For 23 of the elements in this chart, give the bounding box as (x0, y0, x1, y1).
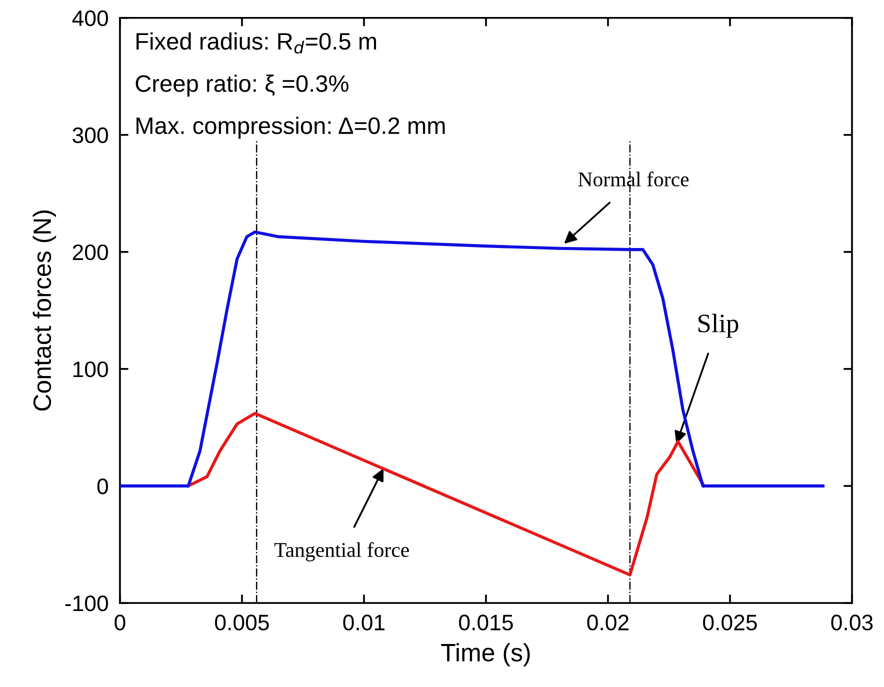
x-tick-label: 0.01 (343, 614, 385, 630)
x-tick-label: 0.015 (459, 614, 513, 630)
y-tick-label: 400 (72, 10, 108, 26)
annotation: Normal force (578, 172, 689, 186)
x-tick-label: 0.03 (831, 614, 873, 630)
annotation: Fixed radius: R$_{d}$=0.5 m (136, 32, 376, 54)
annotation: Creep ratio: ξ =0.3% (136, 74, 348, 97)
y-axis-title: Contact forces (N) (32, 210, 56, 411)
x-tick-label: 0.005 (215, 614, 269, 630)
line-series (186, 412, 706, 576)
x-tick-label: 0.02 (587, 614, 628, 630)
x-axis-title: Time (s) (441, 643, 530, 666)
y-tick-label: 200 (72, 244, 108, 260)
x-tick-label: 0.025 (703, 614, 757, 630)
annotation: Tangential force (274, 542, 409, 562)
y-tick-label: 300 (72, 127, 108, 144)
y-tick-label: -100 (65, 596, 108, 612)
annotation: Max. compression: Δ=0.2 mm (136, 116, 445, 139)
line-series (120, 230, 824, 488)
y-tick-label: 100 (73, 361, 108, 378)
x-tick-label: 0 (114, 614, 126, 630)
y-tick-label: 0 (97, 478, 108, 494)
annotation: Slip (698, 314, 738, 338)
